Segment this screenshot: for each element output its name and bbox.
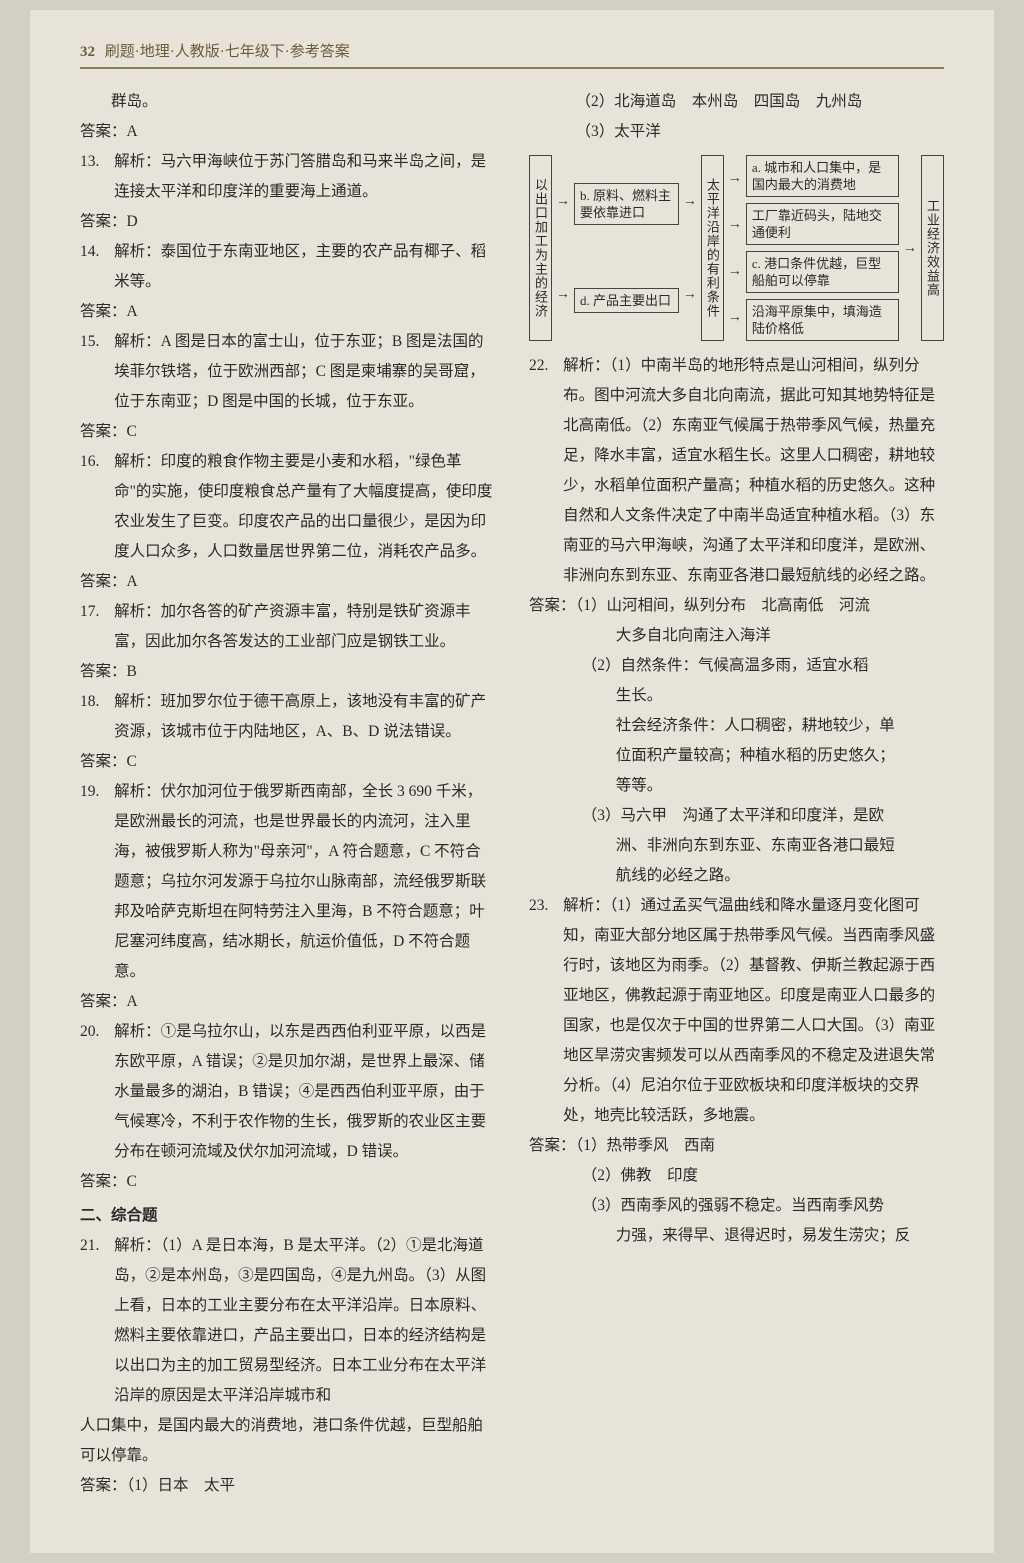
question-18: 18. 解析：班加罗尔位于德干高原上，该地没有丰富的矿产资源，该城市位于内陆地区… <box>80 687 495 747</box>
answer-23-2: （2）佛教 印度 <box>529 1161 944 1191</box>
arrow-icon: → <box>728 263 742 280</box>
answer-22-2c: 社会经济条件：人口稠密，耕地较少，单 <box>529 711 944 741</box>
question-17: 17. 解析：加尔各答的矿产资源丰富，特别是铁矿资源丰富，因此加尔各答发达的工业… <box>80 597 495 657</box>
answer-23-3a: （3）西南季风的强弱不稳定。当西南季风势 <box>529 1191 944 1221</box>
answer-19: 答案：A <box>80 987 495 1017</box>
answer-17: 答案：B <box>80 657 495 687</box>
q22-body: 解析：（1）中南半岛的地形特点是山河相间，纵列分布。图中河流大多自北向南流，据此… <box>563 351 944 591</box>
question-19: 19. 解析：伏尔加河位于俄罗斯西南部，全长 3 690 千米，是欧洲最长的河流… <box>80 777 495 987</box>
question-20: 20. 解析：①是乌拉尔山，以东是西西伯利亚平原，以西是东欧平原，A 错误；②是… <box>80 1017 495 1167</box>
q14-num: 14. <box>80 237 114 297</box>
q19-num: 19. <box>80 777 114 987</box>
q17-num: 17. <box>80 597 114 657</box>
q16-num: 16. <box>80 447 114 567</box>
arrow-icon: → <box>683 193 697 210</box>
flow-box-c1: 工厂靠近码头，陆地交通便利 <box>746 203 899 245</box>
q18-num: 18. <box>80 687 114 747</box>
answer-23: 答案：（1）热带季风 西南 <box>529 1131 944 1161</box>
answer-22-3a: （3）马六甲 沟通了太平洋和印度洋，是欧 <box>529 801 944 831</box>
q17-body: 解析：加尔各答的矿产资源丰富，特别是铁矿资源丰富，因此加尔各答发达的工业部门应是… <box>114 597 495 657</box>
flowchart-diagram: 以出口加工为主的经济 → → b. 原料、燃料主要依靠进口 d. 产品主要出口 … <box>529 155 944 341</box>
flow-box-a: a. 城市和人口集中，是国内最大的消费地 <box>746 155 899 197</box>
answer-23-3b: 力强，来得早、退得迟时，易发生涝灾；反 <box>529 1221 944 1251</box>
arrow-icon: → <box>556 286 570 303</box>
q13-body: 解析：马六甲海峡位于苏门答腊岛和马来半岛之间，是连接太平洋和印度洋的重要海上通道… <box>114 147 495 207</box>
answer-20: 答案：C <box>80 1167 495 1197</box>
q20-num: 20. <box>80 1017 114 1167</box>
q13-num: 13. <box>80 147 114 207</box>
flow-box-c2: 沿海平原集中，填海造陆价格低 <box>746 299 899 341</box>
flow-arrows-2: → → <box>683 155 697 341</box>
flow-box-d: d. 产品主要出口 <box>574 288 679 313</box>
flow-arrows-1: → → <box>556 155 570 341</box>
header-text: 32 刷题·地理·人教版·七年级下·参考答案 <box>80 44 350 60</box>
q18-body: 解析：班加罗尔位于德干高原上，该地没有丰富的矿产资源，该城市位于内陆地区，A、B… <box>114 687 495 747</box>
q22-num: 22. <box>529 351 563 591</box>
answer-21-label: 答案：（1）日本 太平 <box>80 1471 495 1501</box>
page-number: 32 <box>80 44 95 60</box>
answer-22-2b: 生长。 <box>529 681 944 711</box>
answer-22: 答案：（1）山河相间，纵列分布 北高南低 河流 <box>529 591 944 621</box>
question-21: 21. 解析：（1）A 是日本海，B 是太平洋。（2）①是北海道岛，②是本州岛，… <box>80 1231 495 1411</box>
flow-mid-box: 太平洋沿岸的有利条件 <box>701 155 724 341</box>
q23-num: 23. <box>529 891 563 1131</box>
question-22: 22. 解析：（1）中南半岛的地形特点是山河相间，纵列分布。图中河流大多自北向南… <box>529 351 944 591</box>
answer-12: 答案：A <box>80 117 495 147</box>
answer-15: 答案：C <box>80 417 495 447</box>
arrow-icon: → <box>556 193 570 210</box>
q16-body: 解析：印度的粮食作物主要是小麦和水稻，"绿色革命"的实施，使印度粮食总产量有了大… <box>114 447 495 567</box>
answer-13: 答案：D <box>80 207 495 237</box>
header-title: 刷题·地理·人教版·七年级下·参考答案 <box>105 44 350 60</box>
q15-num: 15. <box>80 327 114 417</box>
flow-box-c: c. 港口条件优越，巨型船舶可以停靠 <box>746 251 899 293</box>
q21-continuation: 人口集中，是国内最大的消费地，港口条件优越，巨型船舶可以停靠。 <box>80 1411 495 1471</box>
answer-22-3c: 航线的必经之路。 <box>529 861 944 891</box>
answer-22-3b: 洲、非洲向东到东亚、东南亚各港口最短 <box>529 831 944 861</box>
q21-body: 解析：（1）A 是日本海，B 是太平洋。（2）①是北海道岛，②是本州岛，③是四国… <box>114 1231 495 1411</box>
flow-mid-left: b. 原料、燃料主要依靠进口 d. 产品主要出口 <box>574 155 679 341</box>
answer-18: 答案：C <box>80 747 495 777</box>
answer-22-2a: （2）自然条件：气候高温多雨，适宜水稻 <box>529 651 944 681</box>
q20-body: 解析：①是乌拉尔山，以东是西西伯利亚平原，以西是东欧平原，A 错误；②是贝加尔湖… <box>114 1017 495 1167</box>
question-14: 14. 解析：泰国位于东南亚地区，主要的农产品有椰子、稻米等。 <box>80 237 495 297</box>
q21-num: 21. <box>80 1231 114 1411</box>
flow-arrows-4: → <box>903 155 917 341</box>
arrow-icon: → <box>903 240 917 257</box>
answer-21-3: （3）太平洋 <box>529 117 944 147</box>
question-16: 16. 解析：印度的粮食作物主要是小麦和水稻，"绿色革命"的实施，使印度粮食总产… <box>80 447 495 567</box>
flow-arrows-3: → → → → <box>728 155 742 341</box>
flow-right-box: 工业经济效益高 <box>921 155 944 341</box>
page-header: 32 刷题·地理·人教版·七年级下·参考答案 <box>80 40 944 69</box>
continuation-text: 群岛。 <box>80 87 495 117</box>
q14-body: 解析：泰国位于东南亚地区，主要的农产品有椰子、稻米等。 <box>114 237 495 297</box>
arrow-icon: → <box>728 216 742 233</box>
arrow-icon: → <box>683 286 697 303</box>
question-15: 15. 解析：A 图是日本的富士山，位于东亚；B 图是法国的埃菲尔铁塔，位于欧洲… <box>80 327 495 417</box>
answer-14: 答案：A <box>80 297 495 327</box>
answer-22-2e: 等等。 <box>529 771 944 801</box>
flow-box-b: b. 原料、燃料主要依靠进口 <box>574 183 679 225</box>
question-13: 13. 解析：马六甲海峡位于苏门答腊岛和马来半岛之间，是连接太平洋和印度洋的重要… <box>80 147 495 207</box>
q23-body: 解析：（1）通过孟买气温曲线和降水量逐月变化图可知，南亚大部分地区属于热带季风气… <box>563 891 944 1131</box>
flow-left-box: 以出口加工为主的经济 <box>529 155 552 341</box>
q19-body: 解析：伏尔加河位于俄罗斯西南部，全长 3 690 千米，是欧洲最长的河流，也是世… <box>114 777 495 987</box>
answer-22-2d: 位面积产量较高；种植水稻的历史悠久； <box>529 741 944 771</box>
arrow-icon: → <box>728 170 742 187</box>
section-2-title: 二、综合题 <box>80 1201 495 1231</box>
q15-body: 解析：A 图是日本的富士山，位于东亚；B 图是法国的埃菲尔铁塔，位于欧洲西部；C… <box>114 327 495 417</box>
answer-22-1b: 大多自北向南注入海洋 <box>529 621 944 651</box>
arrow-icon: → <box>728 309 742 326</box>
answer-21-2: （2）北海道岛 本州岛 四国岛 九州岛 <box>529 87 944 117</box>
content-columns: 群岛。 答案：A 13. 解析：马六甲海峡位于苏门答腊岛和马来半岛之间，是连接太… <box>80 87 944 1517</box>
answer-16: 答案：A <box>80 567 495 597</box>
flow-right-stack: a. 城市和人口集中，是国内最大的消费地 工厂靠近码头，陆地交通便利 c. 港口… <box>746 155 899 341</box>
question-23: 23. 解析：（1）通过孟买气温曲线和降水量逐月变化图可知，南亚大部分地区属于热… <box>529 891 944 1131</box>
page: 32 刷题·地理·人教版·七年级下·参考答案 群岛。 答案：A 13. 解析：马… <box>30 10 994 1553</box>
